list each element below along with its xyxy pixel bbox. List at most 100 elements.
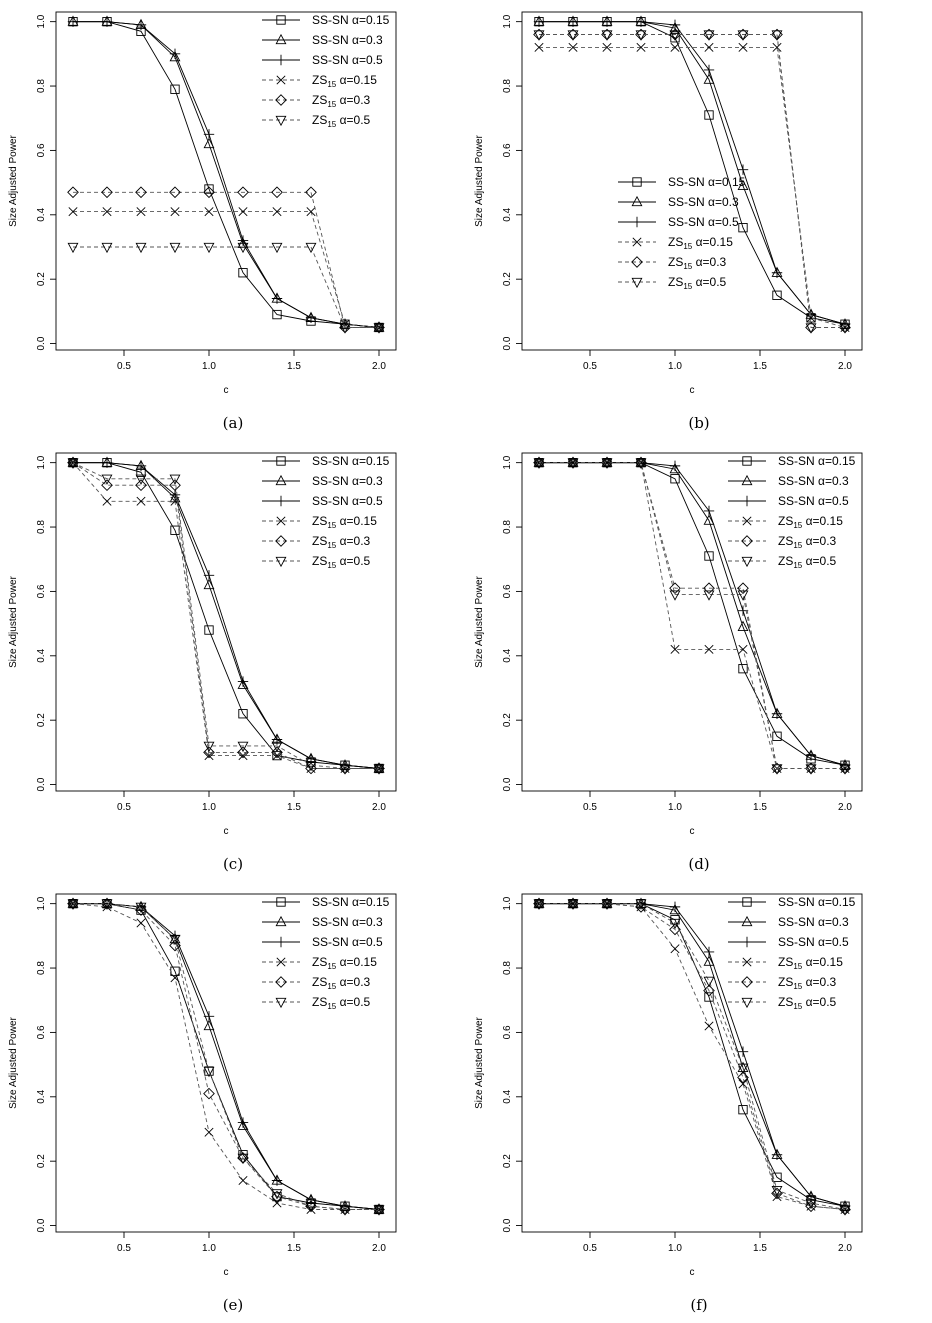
- data-point: [737, 1046, 749, 1057]
- data-point: [238, 268, 248, 278]
- data-point: [67, 899, 79, 910]
- legend-label: ZS15 α=0.15: [778, 955, 843, 971]
- data-point: [635, 30, 647, 41]
- legend-label: SS-SN α=0.5: [312, 53, 383, 67]
- legend-label: ZS15 α=0.3: [778, 975, 837, 991]
- data-point: [305, 753, 317, 765]
- data-point: [135, 460, 147, 472]
- panel-caption: (b): [688, 414, 710, 432]
- legend-label: SS-SN α=0.5: [312, 494, 383, 508]
- legend-label: ZS15 α=0.5: [778, 995, 837, 1011]
- legend: SS-SN α=0.15 SS-SN α=0.3 SS-SN α=0.5 ZS15 α…: [262, 895, 390, 1011]
- legend-label: SS-SN α=0.5: [778, 935, 849, 949]
- x-tick-label: 0.5: [117, 361, 131, 372]
- series-line: [73, 21, 380, 328]
- data-point: [669, 460, 681, 472]
- legend-label: ZS15 α=0.3: [312, 534, 371, 550]
- data-point: [169, 48, 181, 60]
- legend-marker: [275, 115, 287, 127]
- data-point: [203, 186, 215, 199]
- legend-marker: [275, 54, 287, 66]
- y-tick-label: 0.4: [502, 648, 513, 662]
- data-point: [237, 1117, 249, 1128]
- legend-marker: [741, 997, 753, 1009]
- x-axis-label: c: [224, 826, 229, 837]
- data-point: [169, 50, 181, 62]
- y-tick-label: 0.6: [502, 1025, 513, 1039]
- series-line: [73, 462, 380, 769]
- data-point: [237, 676, 249, 687]
- data-point: [737, 164, 749, 175]
- y-tick-label: 0.4: [36, 1089, 47, 1103]
- series-line: [539, 903, 846, 1207]
- y-tick-label: 0.4: [502, 207, 513, 221]
- legend-marker: [275, 936, 287, 948]
- data-point: [771, 708, 783, 719]
- data-point: [839, 323, 851, 334]
- data-point: [272, 309, 282, 320]
- data-point: [238, 207, 248, 217]
- y-tick-label: 0.0: [502, 336, 513, 350]
- chart-svg: 0.5 1.0 1.5 2.0 0.0 0.2 0.4 0.6 0.8 1.0 c Size Adju…: [474, 893, 863, 1278]
- legend-label: SS-SN α=0.15: [778, 454, 856, 468]
- series-line: [72, 903, 379, 1210]
- chart-svg: 0.5 1.0 1.5 2.0 0.0 0.2 0.4 0.6 0.8 1.0 c Size Adju…: [474, 11, 863, 396]
- series-5: [533, 30, 851, 334]
- data-point: [203, 1011, 215, 1022]
- data-point: [669, 19, 681, 31]
- y-tick-label: 0.6: [502, 584, 513, 598]
- data-point: [703, 582, 715, 595]
- data-point: [670, 944, 680, 954]
- series-line: [73, 211, 380, 328]
- legend-label: ZS15 α=0.3: [312, 93, 371, 109]
- x-tick-label: 1.5: [753, 361, 767, 372]
- data-point: [703, 514, 715, 525]
- data-point: [533, 16, 545, 27]
- legend-marker: [742, 456, 752, 466]
- legend-label: SS-SN α=0.3: [668, 195, 739, 209]
- data-point: [601, 30, 613, 41]
- data-point: [704, 644, 714, 654]
- y-tick-label: 0.8: [502, 961, 513, 975]
- data-point: [567, 30, 579, 41]
- legend-label: ZS15 α=0.5: [312, 113, 371, 129]
- x-tick-label: 1.5: [287, 361, 301, 372]
- series-line: [73, 462, 380, 769]
- data-point: [170, 207, 180, 217]
- legend-marker: [741, 936, 753, 948]
- legend-marker: [275, 976, 287, 988]
- series-5: [67, 242, 385, 334]
- series-line: [73, 191, 379, 328]
- data-point: [636, 42, 646, 52]
- plot-frame: [55, 893, 397, 1233]
- series-line: [539, 462, 845, 769]
- series-line: [72, 462, 379, 769]
- legend-marker: [742, 897, 752, 907]
- data-point: [771, 267, 783, 278]
- data-point: [135, 904, 147, 916]
- legend-marker: [275, 535, 287, 547]
- y-axis-label: Size Adjusted Power: [8, 575, 19, 667]
- data-point: [567, 16, 579, 27]
- data-point: [67, 458, 79, 469]
- legend-label: ZS15 α=0.3: [312, 975, 371, 991]
- legend-label: SS-SN α=0.15: [668, 175, 746, 189]
- data-point: [805, 1191, 817, 1202]
- data-point: [805, 1200, 817, 1213]
- x-axis-label: c: [224, 385, 229, 396]
- data-point: [204, 1127, 214, 1137]
- x-tick-label: 1.5: [287, 1243, 301, 1254]
- data-point: [805, 323, 817, 334]
- data-point: [534, 42, 544, 52]
- legend-label: SS-SN α=0.15: [312, 454, 390, 468]
- series-line: [73, 903, 380, 1210]
- panel-caption: (a): [222, 414, 244, 432]
- data-point: [373, 323, 385, 334]
- x-tick-label: 2.0: [372, 1243, 386, 1254]
- data-point: [305, 312, 317, 324]
- data-point: [67, 16, 79, 27]
- data-point: [237, 235, 249, 246]
- legend-marker: [741, 535, 753, 547]
- data-point: [170, 84, 180, 94]
- x-axis-label: c: [690, 826, 695, 837]
